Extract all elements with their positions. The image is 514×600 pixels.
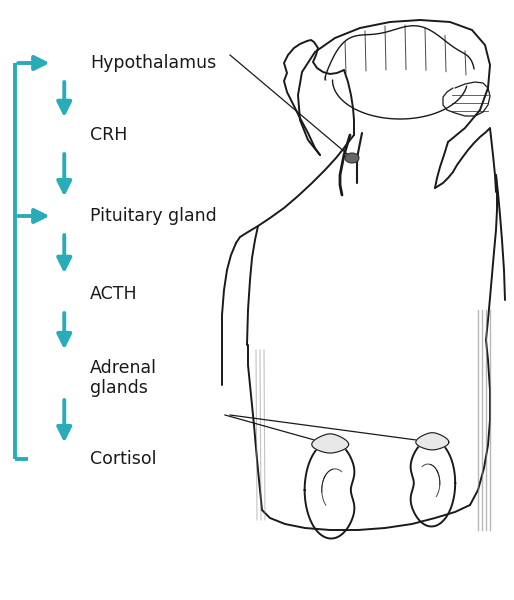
Text: Cortisol: Cortisol [90,450,156,468]
Text: Adrenal
glands: Adrenal glands [90,359,157,397]
Text: Hypothalamus: Hypothalamus [90,54,216,72]
Polygon shape [416,433,449,450]
Text: ACTH: ACTH [90,285,138,303]
Polygon shape [312,434,348,453]
Text: CRH: CRH [90,126,127,144]
Ellipse shape [345,153,359,163]
Text: Pituitary gland: Pituitary gland [90,207,217,225]
